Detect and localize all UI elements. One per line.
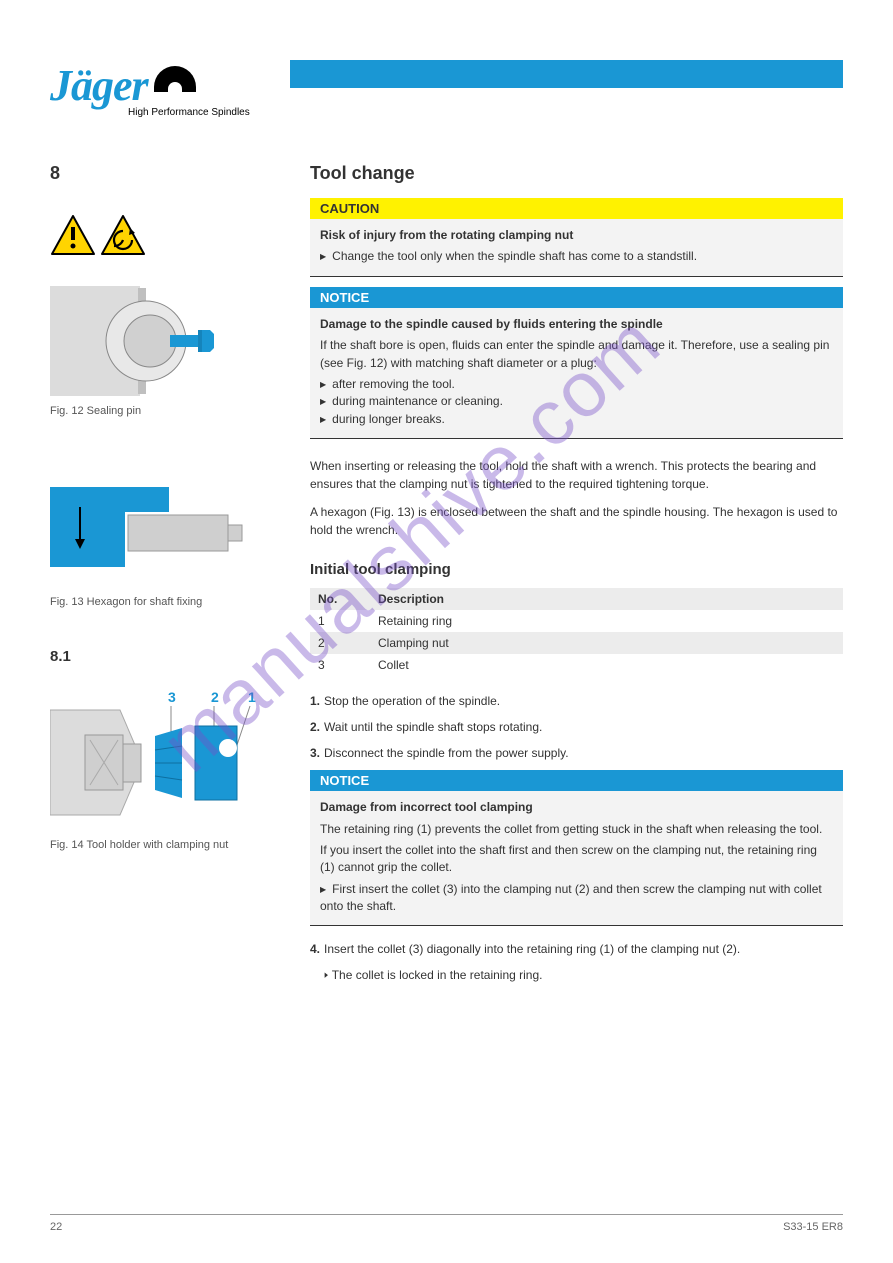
figure-14: 3 2 1 [50,690,290,851]
subsection-number: 8.1 [50,648,290,665]
notice2-box: Damage from incorrect tool clamping The … [310,791,843,926]
warning-icons [50,214,290,261]
notice1-bullet-3: during longer breaks. [320,411,833,428]
figure-13-caption: Fig. 13 Hexagon for shaft fixing [50,596,290,608]
svg-text:1: 1 [248,690,256,705]
brand-name: Jäger [50,60,148,111]
key-hdr-no: No. [310,588,370,610]
figure-12: Fig. 12 Sealing pin [50,286,290,417]
header-color-bar [290,60,843,88]
notice1-bullet-2: during maintenance or cleaning. [320,393,833,410]
caution-action: Change the tool only when the spindle sh… [320,248,833,265]
svg-text:2: 2 [211,690,219,705]
brand-logo: Jäger High Performance Spindles [50,50,290,118]
subsection-title: Initial tool clamping [310,561,843,578]
brand-arch-icon [154,66,196,92]
caution-title: Risk of injury from the rotating clampin… [320,227,833,244]
notice2-action: First insert the collet (3) into the cla… [320,881,833,916]
table-row: 3 Collet [310,654,843,676]
warning-triangle-icon [50,214,96,256]
caution-box: Risk of injury from the rotating clampin… [310,219,843,277]
notice2-label: NOTICE [310,770,843,791]
page-header: Jäger High Performance Spindles [50,50,843,118]
notice2-p1: The retaining ring (1) prevents the coll… [320,821,833,838]
notice1-text: If the shaft bore is open, fluids can en… [320,337,833,372]
notice2-title: Damage from incorrect tool clamping [320,799,833,816]
figure-13: Fig. 13 Hexagon for shaft fixing [50,487,290,608]
wrench-paragraph-1: When inserting or releasing the tool, ho… [310,457,843,493]
step-4-result: 🢒 The collet is locked in the retaining … [310,966,843,984]
notice1-title: Damage to the spindle caused by fluids e… [320,316,833,333]
section-number: 8 [50,163,290,184]
footer-doc-id: S33-15 ER8 [783,1221,843,1233]
step-3: 3.Disconnect the spindle from the power … [310,744,843,762]
table-row: 2 Clamping nut [310,632,843,654]
rotation-hazard-icon [100,214,146,256]
footer-page-number: 22 [50,1221,62,1233]
caution-label: CAUTION [310,198,843,219]
table-row: 1 Retaining ring [310,610,843,632]
notice1-label: NOTICE [310,287,843,308]
notice1-box: Damage to the spindle caused by fluids e… [310,308,843,439]
key-table: No. Description 1 Retaining ring 2 Clamp… [310,588,843,676]
figure-12-caption: Fig. 12 Sealing pin [50,405,290,417]
step-2: 2.Wait until the spindle shaft stops rot… [310,718,843,736]
section-title: Tool change [310,163,843,184]
figure-14-caption: Fig. 14 Tool holder with clamping nut [50,839,290,851]
step-4: 4.Insert the collet (3) diagonally into … [310,940,843,958]
key-hdr-desc: Description [370,588,843,610]
page-footer: 22 S33-15 ER8 [50,1214,843,1233]
notice1-bullet-1: after removing the tool. [320,376,833,393]
brand-tagline: High Performance Spindles [128,107,290,118]
notice2-p2: If you insert the collet into the shaft … [320,842,833,877]
wrench-paragraph-2: A hexagon (Fig. 13) is enclosed between … [310,503,843,539]
svg-text:3: 3 [168,690,176,705]
step-1: 1.Stop the operation of the spindle. [310,692,843,710]
